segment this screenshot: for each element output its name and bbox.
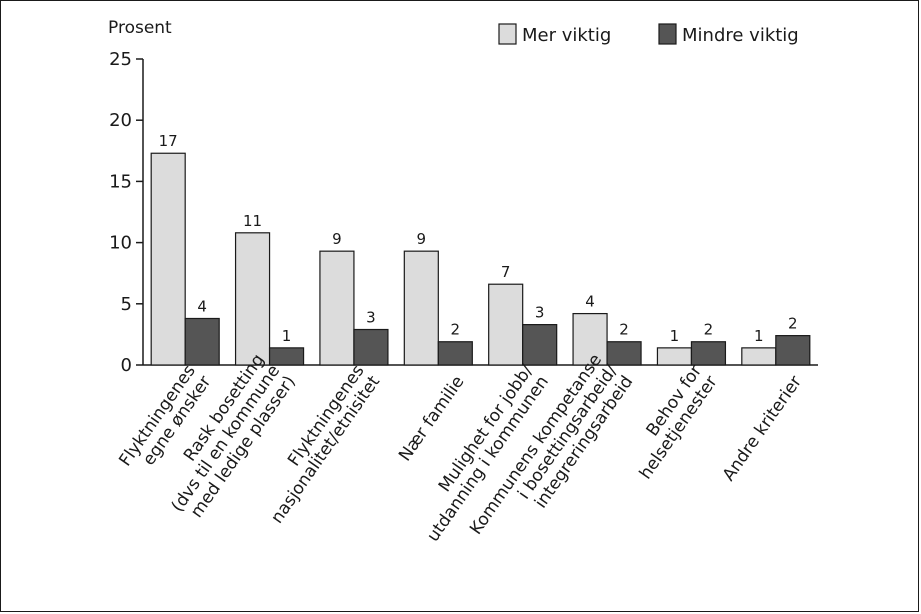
y-tick-label: 0 xyxy=(121,355,132,376)
y-tick-label: 15 xyxy=(109,171,132,192)
bar xyxy=(741,347,777,366)
data-label: 17 xyxy=(159,132,178,150)
data-label: 11 xyxy=(243,212,262,230)
data-label: 2 xyxy=(451,321,461,339)
bar xyxy=(437,341,473,366)
y-axis-label: Prosent xyxy=(108,18,172,38)
data-label: 7 xyxy=(501,263,511,281)
y-tick-label: 10 xyxy=(109,233,132,254)
legend: Mer viktig Mindre viktig xyxy=(498,23,799,46)
bar xyxy=(268,347,305,366)
y-tick-label: 5 xyxy=(121,294,132,315)
legend-label-mer-viktig: Mer viktig xyxy=(522,25,611,46)
data-label: 2 xyxy=(788,315,798,333)
data-label: 3 xyxy=(366,309,376,327)
data-label: 9 xyxy=(417,230,427,248)
bar xyxy=(606,341,642,366)
y-tick-label: 25 xyxy=(109,49,132,70)
data-label: 4 xyxy=(585,293,595,311)
legend-swatch-mer-viktig xyxy=(498,23,517,45)
bar xyxy=(319,250,355,366)
bar xyxy=(522,324,558,366)
bar xyxy=(353,328,389,366)
data-label: 1 xyxy=(754,327,764,345)
data-label: 4 xyxy=(197,297,207,315)
bar xyxy=(184,317,220,366)
data-label: 2 xyxy=(619,321,629,339)
data-label: 9 xyxy=(332,230,342,248)
legend-swatch-mindre-viktig xyxy=(658,23,677,45)
data-label: 1 xyxy=(670,327,680,345)
bar xyxy=(572,312,608,366)
bar xyxy=(234,232,271,366)
bar xyxy=(690,341,727,366)
data-label: 3 xyxy=(535,304,545,322)
y-tick-label: 20 xyxy=(109,110,132,131)
bar xyxy=(150,152,186,366)
category-label: Andre kriterier xyxy=(719,372,806,485)
bar xyxy=(403,250,439,366)
category-label-line: Andre kriterier xyxy=(719,372,806,485)
bar xyxy=(775,335,811,366)
legend-label-mindre-viktig: Mindre viktig xyxy=(682,25,799,46)
data-label: 2 xyxy=(704,321,714,339)
bar xyxy=(488,283,524,366)
data-label: 1 xyxy=(282,327,292,345)
bar xyxy=(656,347,693,366)
